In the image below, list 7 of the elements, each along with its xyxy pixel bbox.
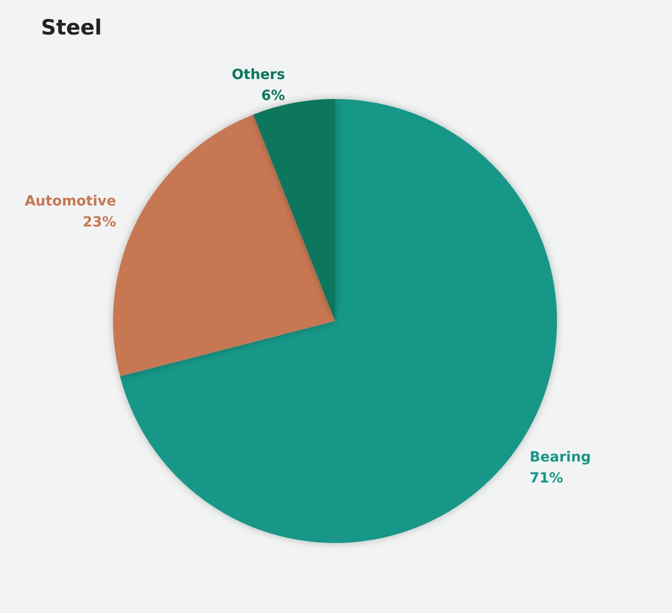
data-label: 6% — [261, 88, 286, 104]
chart-title: Steel — [41, 16, 102, 40]
slice-label: Others — [232, 66, 286, 83]
slice-label: Automotive — [24, 194, 116, 210]
data-label: 23% — [82, 214, 116, 231]
slice-label: Bearing — [530, 450, 591, 466]
data-label: 71% — [530, 470, 564, 487]
